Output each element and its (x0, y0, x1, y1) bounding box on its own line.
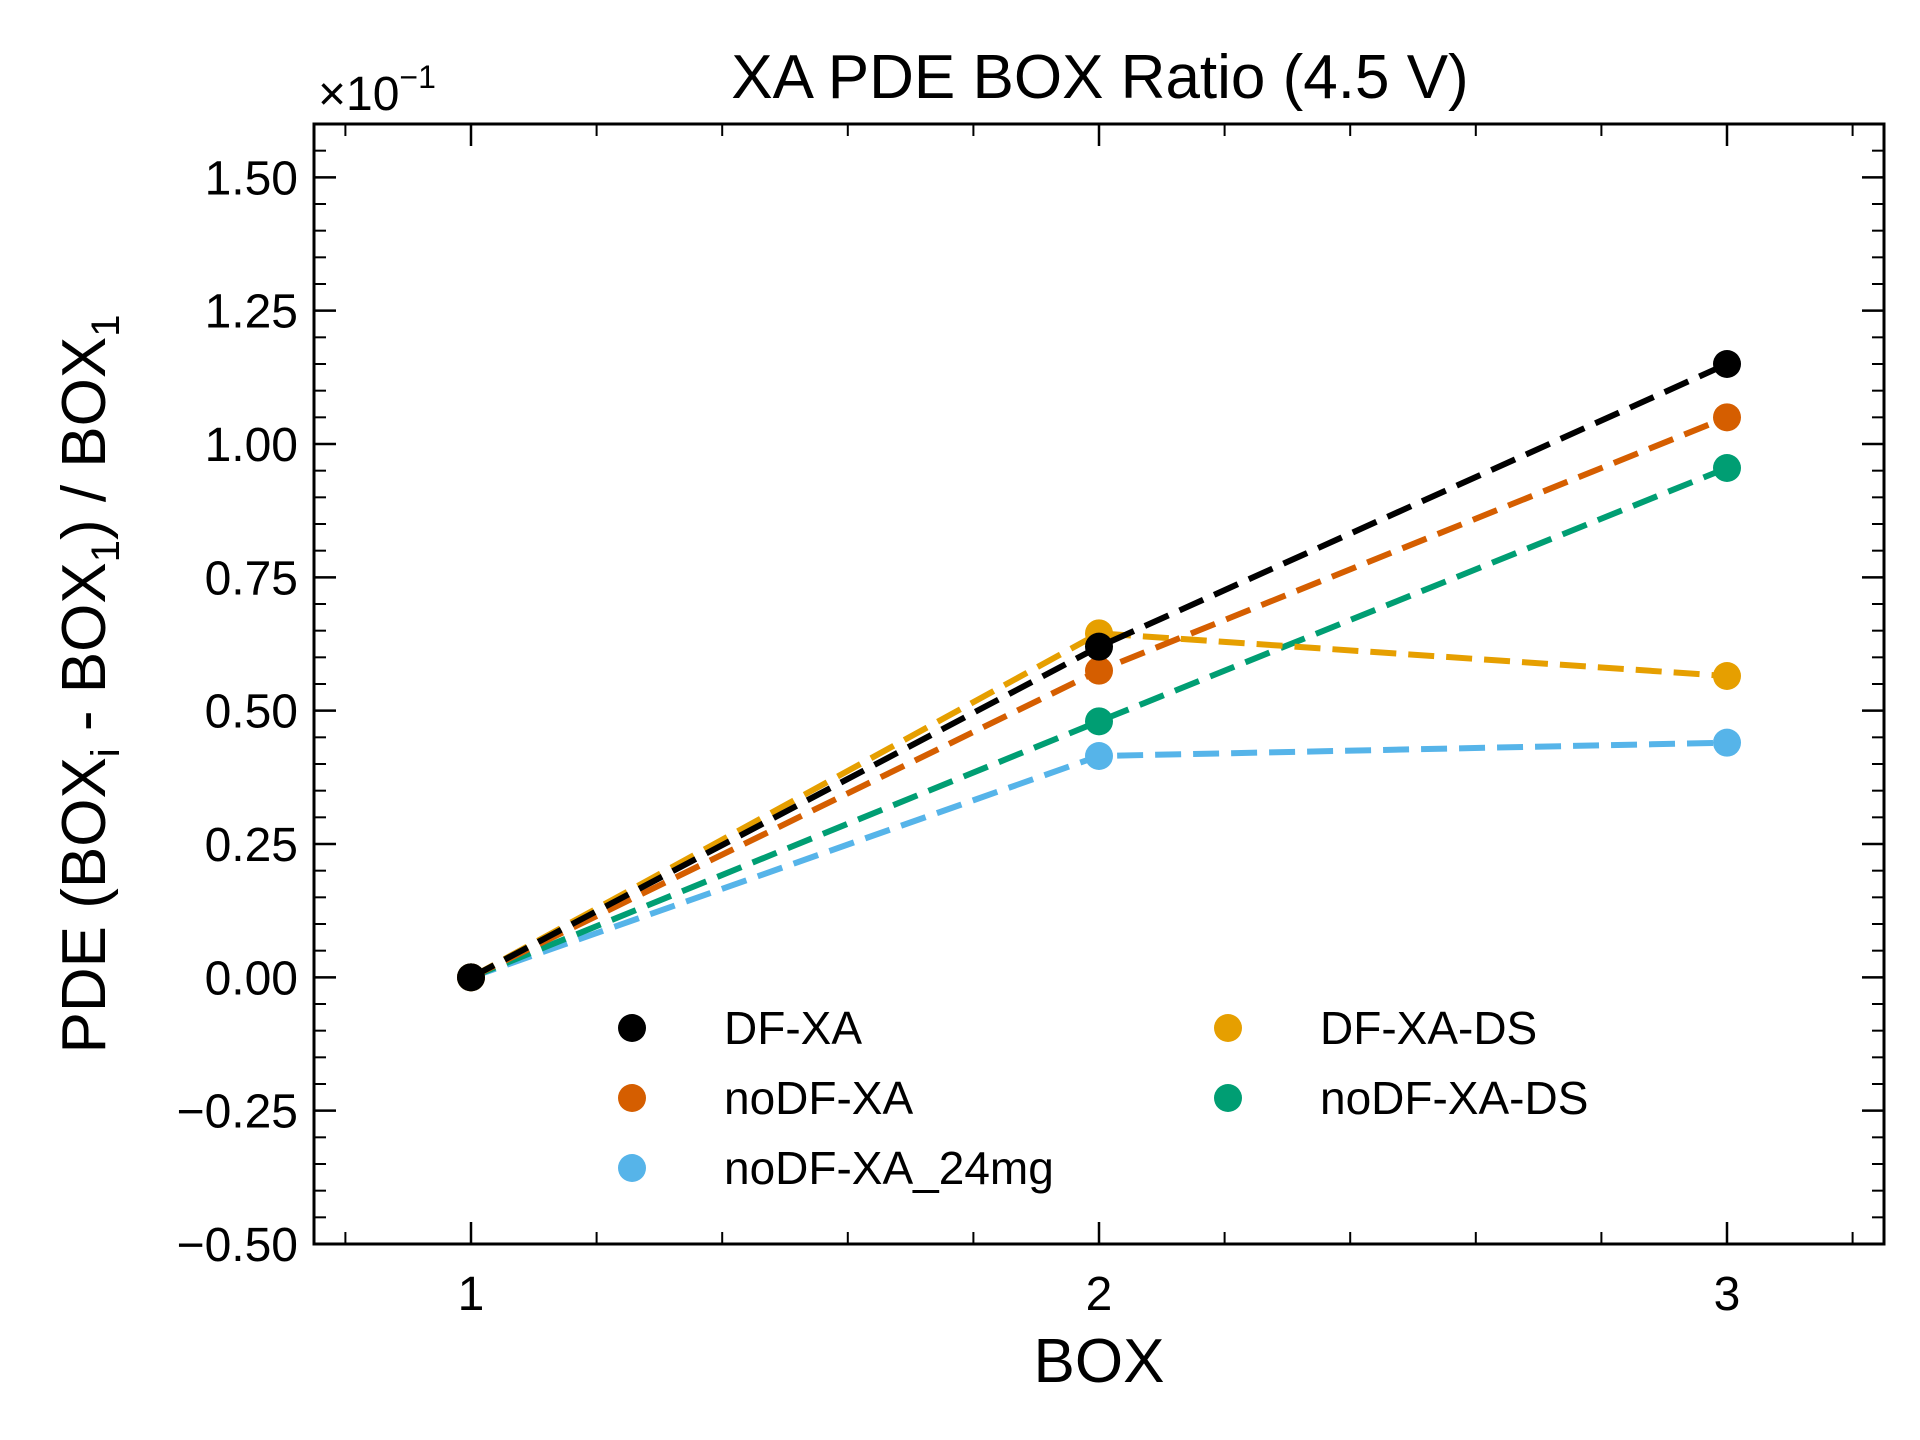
series-layer (457, 350, 1741, 992)
legend-item-nodf-xa: noDF-XA (618, 1072, 913, 1124)
legend-marker (1214, 1084, 1242, 1112)
minor-ticks (314, 123, 1884, 1244)
x-tick-label: 2 (1086, 1268, 1113, 1321)
legend-item-df-xa: DF-XA (618, 1002, 862, 1054)
plot-frame (312, 122, 1886, 1246)
y-axis-label: PDE (BOXi - BOX1) / BOX1 (50, 315, 128, 1054)
legend-label: DF-XA (724, 1002, 862, 1054)
x-tick-label: 3 (1714, 1268, 1741, 1321)
legend-label: noDF-XA_24mg (724, 1142, 1054, 1194)
y-tick-label: 0.00 (205, 952, 298, 1005)
y-tick-label: −0.25 (177, 1086, 298, 1139)
x-tick-labels: 1 2 3 (458, 1268, 1741, 1321)
y-tick-label: −0.50 (177, 1219, 298, 1272)
legend-label: noDF-XA (724, 1072, 913, 1124)
data-point-nodf-xa-ds (1713, 454, 1741, 482)
x-axis-label: BOX (1034, 1327, 1165, 1396)
legend-marker (618, 1154, 646, 1182)
y-tick-label: 1.25 (205, 286, 298, 339)
y-tick-label: 1.00 (205, 419, 298, 472)
data-point-nodf-xa (1713, 403, 1741, 432)
y-scale-multiplier: ×10−1 (318, 59, 436, 121)
legend-marker (618, 1014, 646, 1042)
y-tick-label: 1.50 (205, 152, 298, 205)
data-point-nodf-xa-ds (1085, 707, 1113, 736)
legend-item-nodf-xa-ds: noDF-XA-DS (1214, 1072, 1588, 1124)
legend-item-nodf-xa-24mg: noDF-XA_24mg (618, 1142, 1054, 1194)
major-ticks (314, 124, 1884, 1246)
series-df-xa (457, 350, 1741, 992)
legend-marker (618, 1084, 646, 1112)
legend-item-df-xa-ds: DF-XA-DS (1214, 1002, 1537, 1054)
data-point-df-xa (1085, 632, 1113, 661)
legend-label: DF-XA-DS (1320, 1002, 1537, 1054)
series-line-df-xa-ds (469, 630, 1728, 980)
chart-title: XA PDE BOX Ratio (4.5 V) (731, 43, 1468, 112)
x-tick-label: 1 (458, 1268, 485, 1321)
legend-marker (1214, 1014, 1242, 1042)
series-line-nodf-xa-24mg (470, 739, 1728, 981)
y-tick-labels: −0.50 −0.25 0.00 0.25 0.50 0.75 1.00 1.25 1.50 (177, 152, 298, 1272)
y-tick-label: 0.50 (205, 686, 298, 739)
data-point-df-xa (457, 963, 485, 992)
legend-label: noDF-XA-DS (1320, 1072, 1588, 1124)
series-line-nodf-xa (469, 414, 1729, 981)
data-point-nodf-xa-24mg (1713, 728, 1741, 757)
axes: −0.50 −0.25 0.00 0.25 0.50 0.75 1.00 1.25 1.50 1… (177, 123, 1884, 1321)
legend: DF-XA noDF-XA noDF-XA_24mg DF-XA-DS noDF-XA-… (618, 1002, 1588, 1194)
data-point-df-xa-ds (1713, 662, 1741, 690)
data-point-nodf-xa (1085, 656, 1113, 685)
data-point-nodf-xa-24mg (1085, 742, 1113, 770)
y-tick-label: 0.25 (205, 819, 298, 872)
series-nodf-xa-ds (457, 454, 1741, 992)
data-point-df-xa (1713, 350, 1741, 378)
series-nodf-xa-24mg (457, 728, 1741, 992)
y-tick-label: 0.75 (205, 552, 298, 605)
